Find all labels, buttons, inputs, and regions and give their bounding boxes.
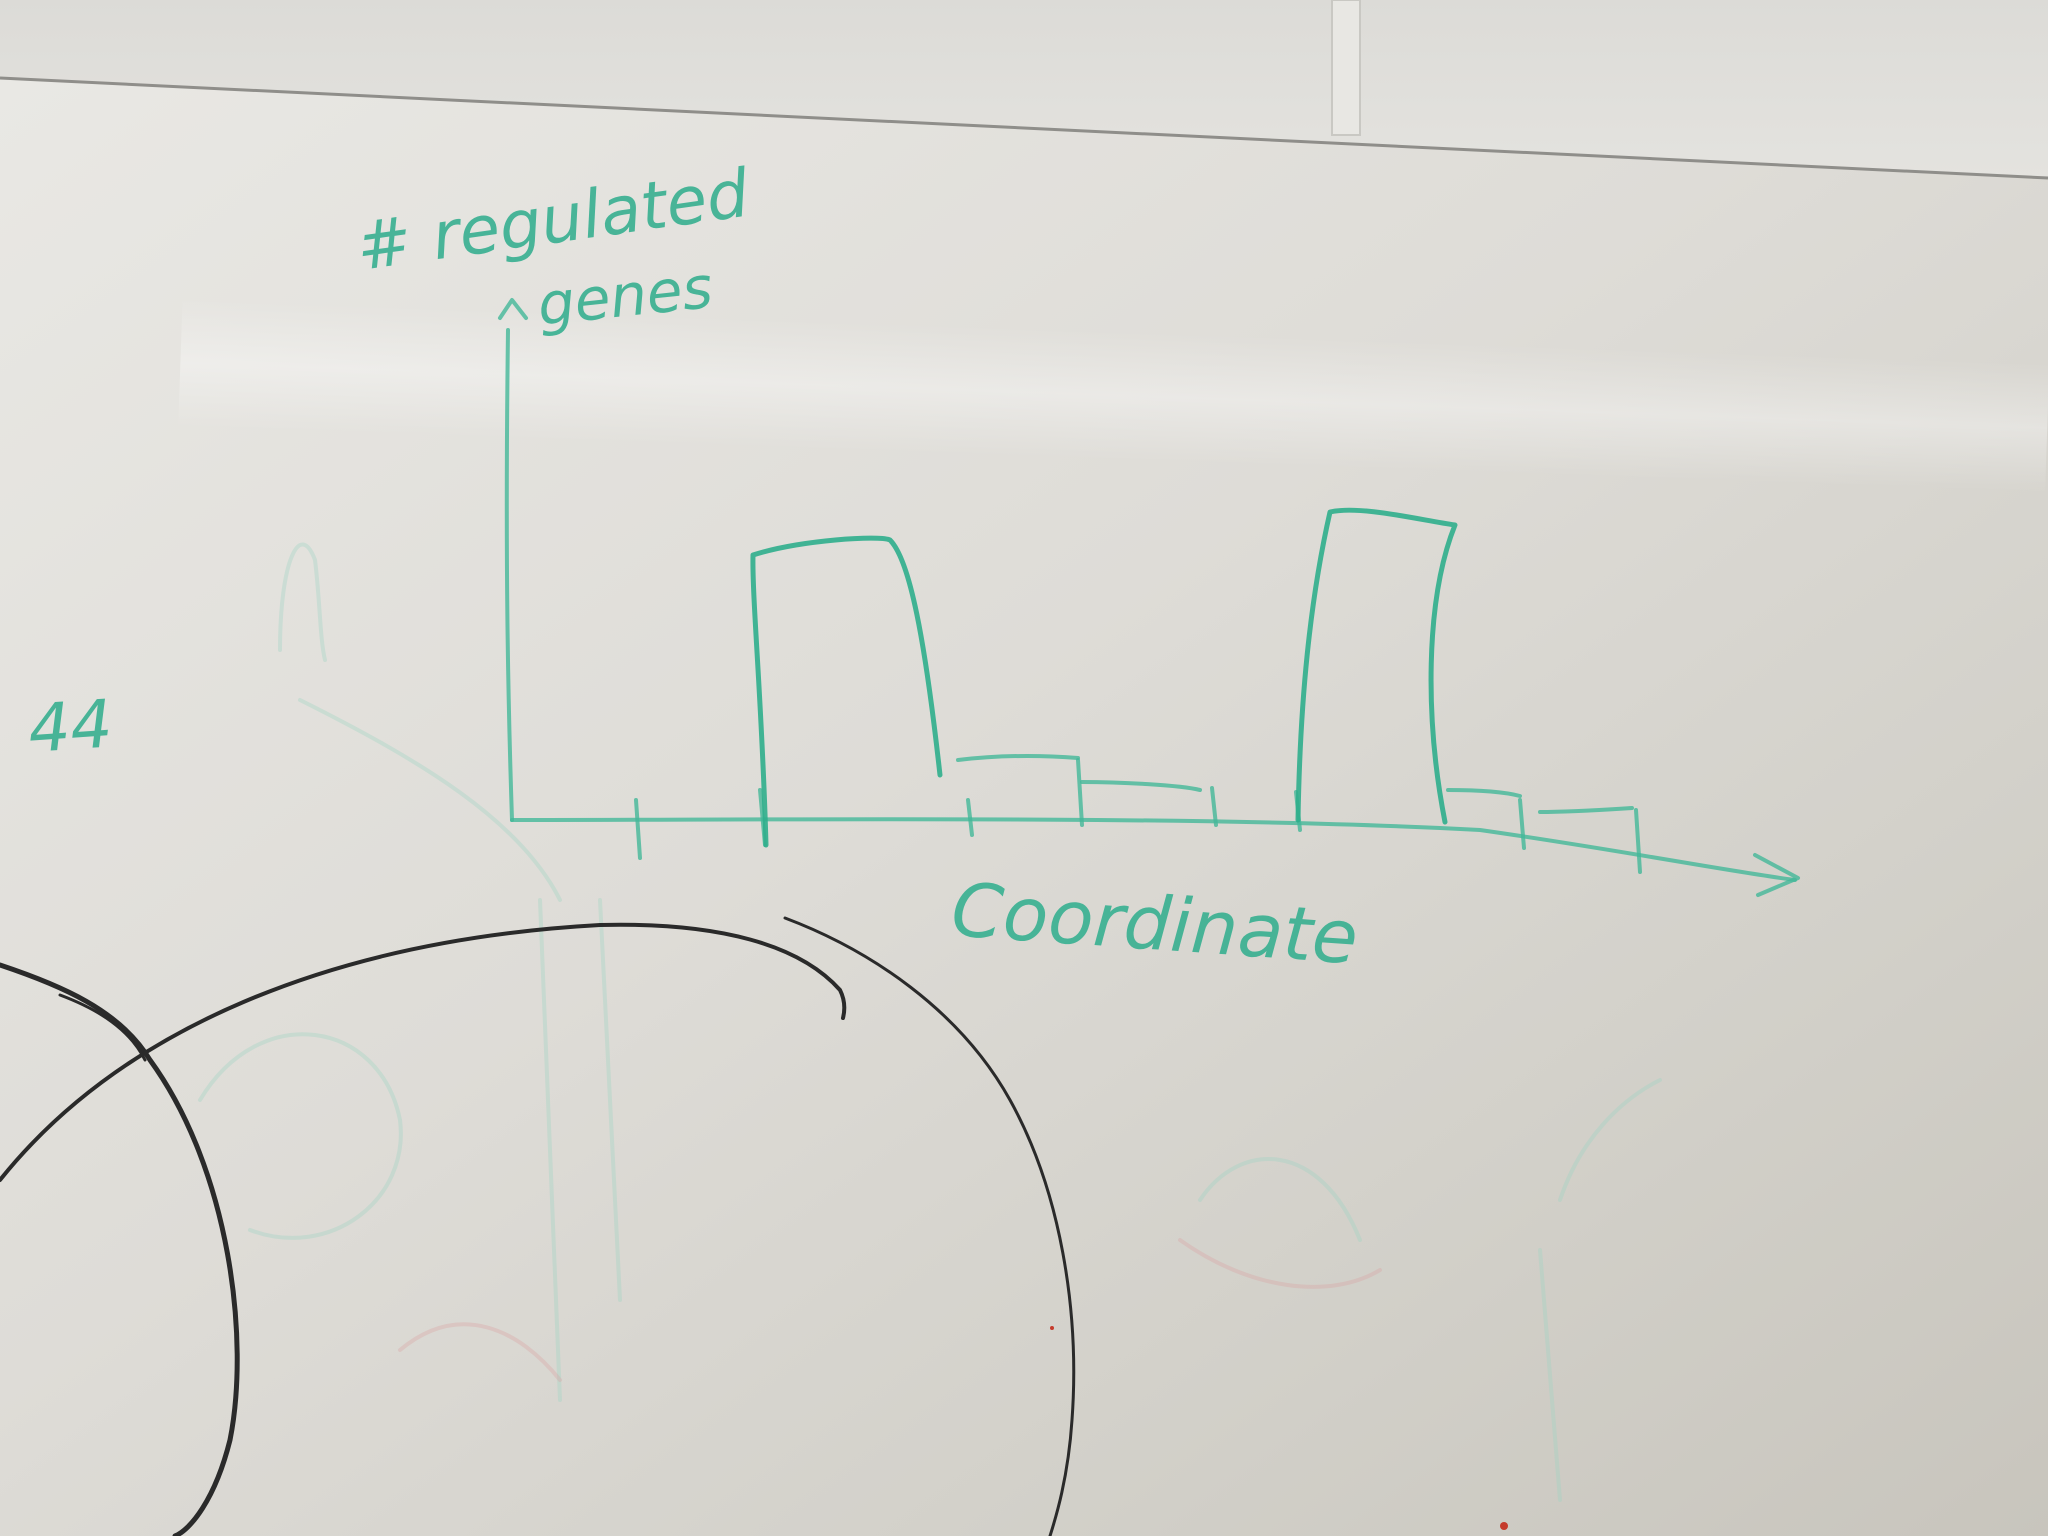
y-axis-arrowhead bbox=[498, 298, 528, 320]
ghost-marks bbox=[198, 542, 1662, 1502]
bar-3 bbox=[1080, 780, 1202, 792]
x-tick bbox=[634, 798, 642, 860]
x-axis-line bbox=[510, 817, 1797, 882]
x-tick bbox=[1076, 758, 1084, 827]
sketched-bars bbox=[750, 507, 1634, 848]
x-tick bbox=[966, 798, 974, 837]
bar-6 bbox=[1538, 806, 1634, 814]
wall-rail bbox=[1331, 0, 1361, 136]
black-curve-right bbox=[783, 916, 1076, 1536]
red-dot bbox=[1500, 1522, 1508, 1530]
light-glare bbox=[178, 297, 2048, 494]
left-edge-text: 44 bbox=[26, 685, 115, 768]
bar-4 bbox=[1295, 507, 1458, 825]
red-dot bbox=[1050, 1326, 1054, 1330]
black-curves bbox=[0, 916, 1076, 1536]
black-curve-left bbox=[0, 962, 240, 1536]
whiteboard-top-edge bbox=[0, 76, 2048, 180]
x-axis-arrowhead bbox=[1753, 853, 1800, 897]
bar-1 bbox=[750, 535, 943, 848]
bar-5 bbox=[1446, 788, 1522, 798]
x-tick bbox=[1634, 808, 1642, 874]
x-tick bbox=[1518, 798, 1526, 850]
y-axis-line bbox=[504, 328, 514, 822]
black-curve-small bbox=[58, 993, 147, 1062]
x-tick bbox=[1210, 786, 1218, 827]
whiteboard-surface bbox=[0, 78, 2048, 1536]
bar-2 bbox=[956, 753, 1080, 762]
